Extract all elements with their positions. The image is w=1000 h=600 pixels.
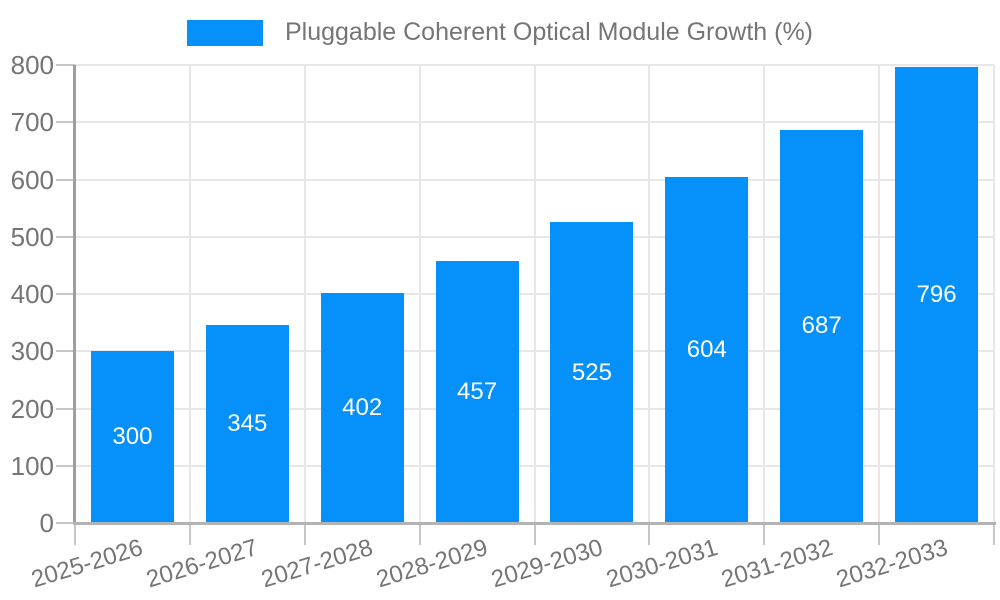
- bar[interactable]: 345: [205, 325, 289, 523]
- bar[interactable]: 796: [895, 67, 979, 523]
- bar[interactable]: 300: [90, 351, 174, 523]
- bar-value-label: 604: [686, 336, 727, 364]
- y-axis-label: 100: [10, 450, 54, 481]
- y-tick: [56, 350, 75, 353]
- legend: Pluggable Coherent Optical Module Growth…: [0, 18, 1000, 47]
- x-gridline: [993, 65, 995, 523]
- bar[interactable]: 687: [780, 129, 864, 523]
- y-axis-label: 400: [10, 279, 54, 309]
- x-gridline: [418, 65, 421, 523]
- bar-value-label: 796: [916, 281, 957, 309]
- legend-label: Pluggable Coherent Optical Module Growth…: [284, 18, 814, 46]
- legend-swatch[interactable]: [186, 19, 263, 46]
- x-tick: [188, 523, 191, 545]
- bar-value-label: 300: [112, 423, 153, 451]
- x-tick: [303, 523, 306, 545]
- y-tick: [56, 522, 75, 524]
- x-tick: [648, 523, 651, 545]
- y-tick: [56, 407, 75, 410]
- y-tick: [56, 293, 75, 295]
- y-axis-line: [73, 65, 76, 525]
- y-tick: [56, 178, 75, 181]
- bar-value-label: 457: [457, 378, 498, 406]
- bar-value-label: 687: [801, 312, 842, 340]
- x-tick: [74, 523, 76, 545]
- y-axis-label: 800: [10, 50, 54, 80]
- y-axis-label: 0: [39, 508, 54, 538]
- x-tick: [533, 523, 536, 545]
- bar[interactable]: 525: [550, 222, 634, 523]
- y-axis-label: 600: [10, 164, 54, 195]
- y-tick: [56, 121, 75, 124]
- x-tick: [878, 523, 881, 545]
- bar[interactable]: 604: [665, 177, 749, 523]
- y-axis-label: 500: [10, 221, 54, 252]
- x-tick: [993, 523, 995, 545]
- y-tick: [56, 235, 75, 238]
- y-tick: [56, 64, 75, 66]
- bar-value-label: 525: [571, 358, 612, 386]
- x-tick: [763, 523, 766, 545]
- x-tick: [418, 523, 421, 545]
- bar[interactable]: 457: [435, 261, 519, 523]
- bar[interactable]: 402: [320, 292, 404, 523]
- x-gridline: [303, 65, 306, 523]
- x-gridline: [648, 65, 651, 523]
- bar-value-label: 345: [227, 410, 268, 438]
- y-axis-label: 300: [10, 336, 54, 367]
- x-axis-line: [73, 522, 996, 525]
- y-axis-label: 700: [10, 107, 54, 138]
- y-axis-label: 200: [10, 393, 54, 424]
- y-tick: [56, 464, 75, 467]
- x-gridline: [188, 65, 191, 523]
- x-gridline: [763, 65, 766, 523]
- x-gridline: [878, 65, 881, 523]
- x-gridline: [533, 65, 536, 523]
- bar-value-label: 402: [342, 393, 383, 421]
